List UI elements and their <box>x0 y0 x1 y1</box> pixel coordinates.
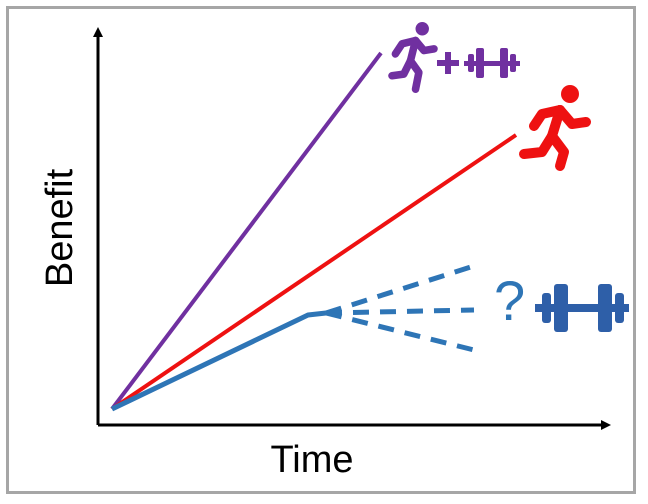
question-mark: ? <box>494 269 525 332</box>
plus-icon <box>437 52 459 74</box>
uncertain-projections <box>325 263 475 353</box>
figure-frame <box>6 6 636 494</box>
y-axis-label: Benefit <box>39 168 81 287</box>
running-icon <box>519 85 591 171</box>
projection-down <box>325 310 475 353</box>
running-icon <box>388 22 438 93</box>
dumbbell-icon <box>535 284 629 332</box>
resistance-training-line <box>110 310 327 412</box>
projection-flat <box>325 307 475 316</box>
aerobic-training-line <box>110 133 518 411</box>
x-axis-label: Time <box>270 439 353 481</box>
projection-up <box>325 263 475 316</box>
combined-training-line <box>110 51 383 411</box>
dumbbell-icon <box>464 48 520 78</box>
